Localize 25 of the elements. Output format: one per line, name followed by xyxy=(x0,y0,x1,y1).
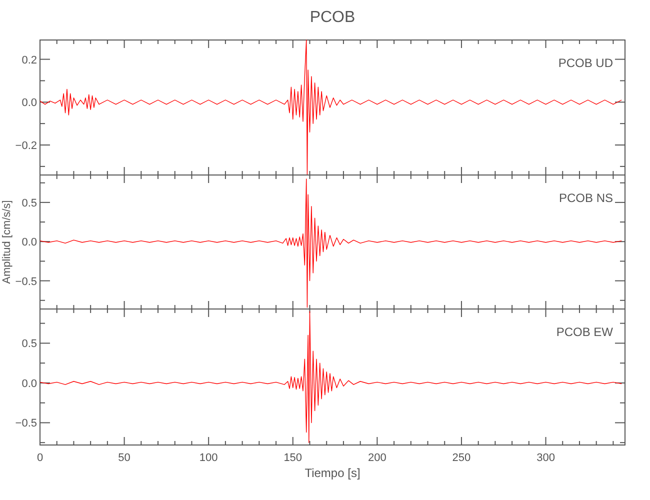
x-tick-label: 200 xyxy=(368,452,386,464)
line-series xyxy=(40,311,622,443)
annotation: PCOB EW xyxy=(556,325,614,339)
y-tick-label: −0.2 xyxy=(15,140,37,152)
y-tick-label: 0.5 xyxy=(22,338,37,350)
line-series xyxy=(40,178,622,308)
x-tick-label: 100 xyxy=(199,452,218,464)
y-tick-label: −0.5 xyxy=(15,418,37,430)
annotation: PCOB NS xyxy=(558,191,613,205)
x-tick-label: 250 xyxy=(452,452,471,464)
x-tick-label: 0 xyxy=(36,452,44,464)
chart-title: PCOB xyxy=(310,9,356,26)
y-tick-label: 0.0 xyxy=(22,378,37,390)
y-tick-label: 0.0 xyxy=(22,97,37,110)
x-axis-title: Tiempo [s] xyxy=(304,466,360,480)
annotation: PCOB UD xyxy=(558,56,614,70)
y-tick-label: 0.2 xyxy=(22,54,37,66)
y-tick-label: −0.5 xyxy=(15,276,37,288)
x-tick-label: 50 xyxy=(118,452,130,464)
y-tick-label: 0.0 xyxy=(22,236,37,249)
y-tick-label: 0.5 xyxy=(22,197,37,210)
y-axis-title: Amplitud [cm/s/s] xyxy=(1,200,13,284)
x-tick-label: 300 xyxy=(536,452,555,464)
x-tick-label: 150 xyxy=(284,452,302,464)
line-series xyxy=(40,40,622,176)
